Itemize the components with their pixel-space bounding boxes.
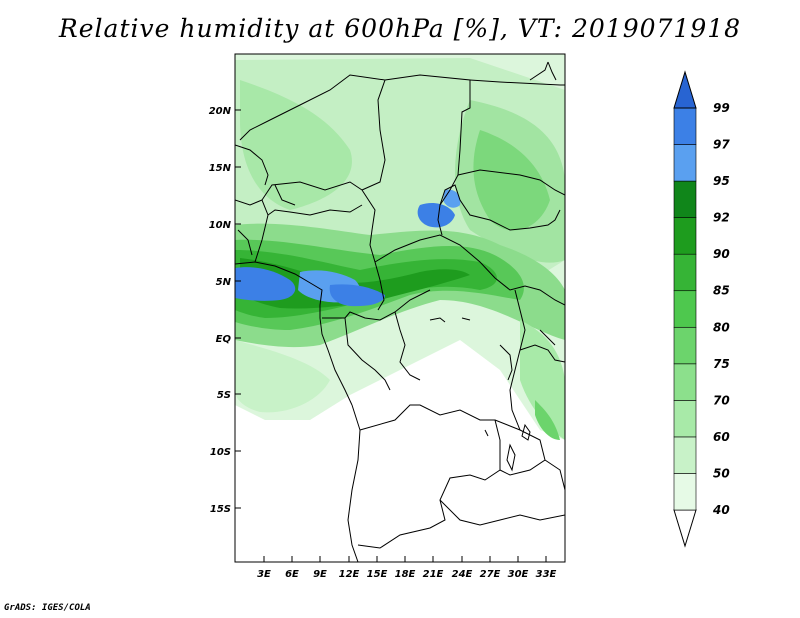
lon-label-6e: 6E: [285, 569, 299, 580]
lon-label-33e: 33E: [536, 569, 557, 580]
colorbar-segment: [673, 473, 697, 511]
colorbar-segment: [673, 436, 697, 474]
lon-label-12e: 12E: [339, 569, 360, 580]
colorbar-bottom-arrow: [673, 509, 697, 548]
lon-label-3e: 3E: [257, 569, 271, 580]
country-borders: [235, 61, 565, 562]
lat-label-eq: EQ: [216, 334, 232, 345]
lon-label-27e: 27E: [480, 569, 501, 580]
colorbar-label: 90: [713, 247, 730, 261]
colorbar-segment: [673, 107, 697, 145]
colorbar-segment: [673, 180, 697, 218]
grads-credit: GrADS: IGES/COLA: [4, 603, 91, 613]
colorbar-label: 85: [713, 284, 730, 298]
colorbar-label: 92: [713, 211, 730, 225]
colorbar-segment: [673, 144, 697, 182]
map-title: Relative humidity at 600hPa [%], VT: 201…: [58, 14, 742, 43]
colorbar-label: 99: [713, 101, 730, 115]
colorbar-segment: [673, 290, 697, 328]
colorbar-label: 95: [713, 174, 730, 188]
colorbar-segment: [673, 400, 697, 438]
colorbar-label: 80: [713, 320, 730, 334]
colorbar-top-arrow: [673, 70, 697, 109]
lat-label-15n: 15N: [209, 163, 232, 174]
lat-label-15s: 15S: [210, 504, 231, 515]
colorbar-segment: [673, 326, 697, 365]
colorbar-label: 97: [713, 138, 730, 152]
lon-label-18e: 18E: [395, 569, 416, 580]
lon-label-9e: 9E: [313, 569, 327, 580]
lon-label-24e: 24E: [452, 569, 473, 580]
map-frame: [234, 53, 566, 563]
colorbar-segment: [673, 217, 697, 255]
lon-label-15e: 15E: [367, 569, 388, 580]
lon-label-21e: 21E: [423, 569, 444, 580]
lat-label-5s: 5S: [217, 390, 231, 401]
lat-label-10n: 10N: [209, 220, 232, 231]
colorbar-segment: [673, 253, 697, 292]
colorbar-label: 50: [713, 466, 730, 480]
colorbar-label: 40: [712, 503, 730, 517]
colorbar-segment: [673, 363, 697, 401]
colorbar-label: 75: [713, 357, 730, 371]
lon-label-30e: 30E: [508, 569, 529, 580]
longitude-axis: 3E 6E 9E 12E 15E 18E 21E 24E 27E 30E 33E: [257, 556, 557, 580]
colorbar-label: 60: [713, 430, 730, 444]
lat-label-20n: 20N: [209, 106, 232, 117]
lat-label-10s: 10S: [210, 447, 231, 458]
colorbar-label: 70: [713, 393, 730, 407]
colorbar: 40 50 60 70 75 80 85 90 92 95 97 99: [673, 70, 730, 548]
latitude-axis: 20N 15N 10N 5N EQ 5S 10S 15S: [209, 106, 241, 515]
lat-label-5n: 5N: [216, 277, 232, 288]
